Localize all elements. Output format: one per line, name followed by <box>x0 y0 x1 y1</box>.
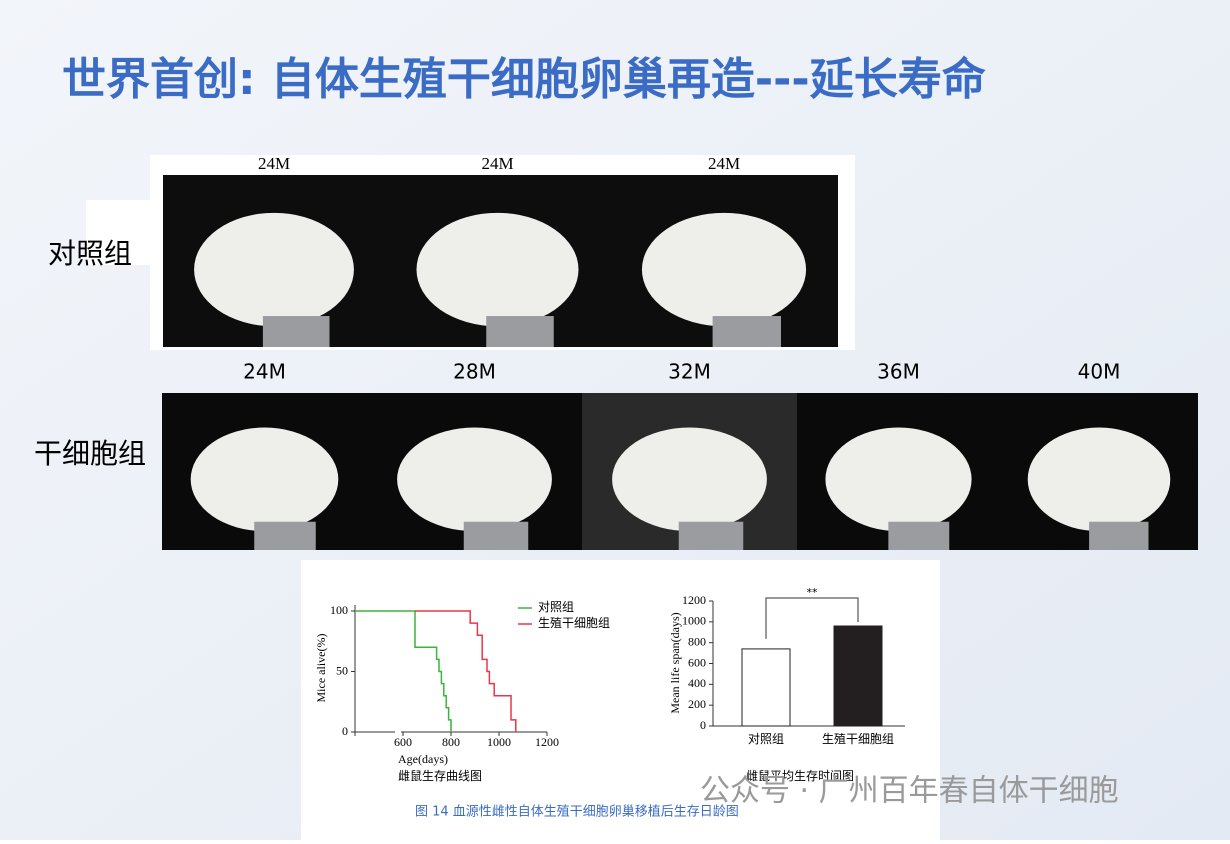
significance-bracket <box>765 597 859 639</box>
age-label: 24M <box>243 360 286 384</box>
figure-caption: 图 14 血源性雌性自体生殖干细胞卵巢移植后生存日龄图 <box>415 804 739 820</box>
mouse <box>825 427 972 532</box>
y-tick-label: 1200 <box>682 593 706 607</box>
mouse <box>190 427 339 532</box>
age-label: 32M <box>668 360 711 384</box>
mouse <box>612 427 767 532</box>
x-tick-label: 600 <box>394 735 412 749</box>
platform <box>888 521 950 550</box>
y-tick-label: 50 <box>336 663 348 677</box>
row-label: 对照组 <box>48 237 132 270</box>
x-tick-label: 生殖干细胞组 <box>822 731 894 746</box>
y-axis-label: Mean life span(days) <box>668 612 682 713</box>
mouse <box>194 212 354 327</box>
bar <box>741 648 791 727</box>
age-label: 24M <box>258 154 290 173</box>
age-label: 40M <box>1078 360 1121 384</box>
mouse <box>397 427 552 532</box>
x-axis-label: Age(days) <box>398 752 448 766</box>
platform <box>1089 521 1149 550</box>
x-tick-label: 800 <box>442 735 460 749</box>
bar <box>833 625 883 727</box>
y-tick-label: 0 <box>342 724 348 738</box>
platform <box>463 521 529 550</box>
age-label: 36M <box>877 360 920 384</box>
y-tick-label: 200 <box>688 697 706 711</box>
age-label: 28M <box>453 360 496 384</box>
y-tick-label: 100 <box>330 603 348 617</box>
mouse <box>416 212 579 327</box>
chart-caption: 雌鼠生存曲线图 <box>398 768 482 783</box>
row-label: 干细胞组 <box>34 437 146 470</box>
platform <box>486 316 554 347</box>
chart-caption: 雌鼠平均生存时间图 <box>746 768 854 783</box>
mouse <box>1027 427 1171 532</box>
y-tick-label: 600 <box>688 655 706 669</box>
mouse <box>641 212 807 327</box>
y-tick-label: 400 <box>688 676 706 690</box>
slide-title: 世界首创: 自体生殖干细胞卵巢再造---延长寿命 <box>62 54 986 105</box>
y-tick-label: 800 <box>688 634 706 648</box>
label-box <box>86 200 166 265</box>
watermark: 公众号 · 广州百年春自体干细胞 <box>700 774 1119 809</box>
age-label: 24M <box>708 154 740 173</box>
x-tick-label: 1000 <box>487 735 511 749</box>
platform <box>262 316 330 347</box>
platform <box>712 316 781 347</box>
legend-label: 生殖干细胞组 <box>538 615 610 630</box>
survival-line <box>415 610 517 732</box>
platform <box>254 521 316 550</box>
x-tick-label: 对照组 <box>748 732 784 746</box>
x-tick-label: 1200 <box>535 735 559 749</box>
y-axis-label: Mice alive(%) <box>314 634 328 703</box>
y-tick-label: 0 <box>700 718 706 732</box>
annotation: ** <box>807 586 819 599</box>
y-tick-label: 1000 <box>682 614 706 628</box>
survival-line <box>355 610 452 732</box>
age-label: 24M <box>481 154 513 173</box>
platform <box>678 521 744 550</box>
legend-label: 对照组 <box>538 600 574 614</box>
